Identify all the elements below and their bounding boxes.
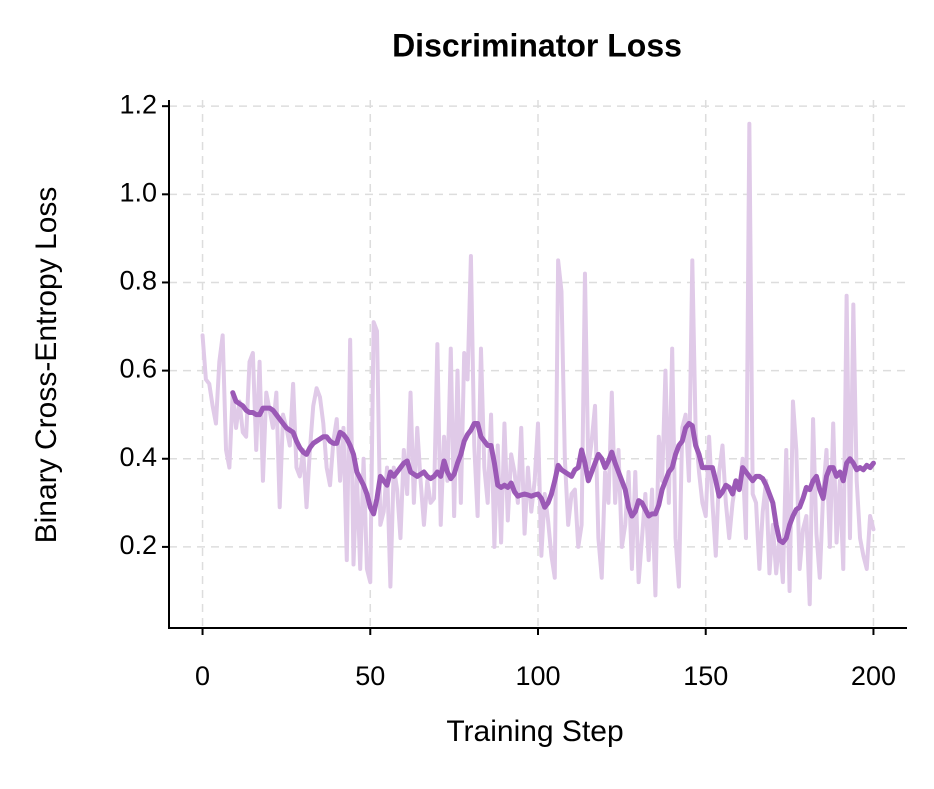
x-axis-label: Training Step <box>446 715 623 748</box>
x-tick-label: 150 <box>683 661 728 691</box>
line-series <box>200 121 876 607</box>
y-tick-label: 1.0 <box>119 177 157 207</box>
y-axis-label: Binary Cross-Entropy Loss <box>30 187 63 544</box>
y-tick-label: 0.6 <box>119 354 157 384</box>
x-tick-label: 100 <box>515 661 560 691</box>
y-tick-label: 0.4 <box>119 442 157 472</box>
chart-title: Discriminator Loss <box>392 27 682 63</box>
plot-area <box>200 121 876 607</box>
y-tick-label: 0.8 <box>119 266 157 296</box>
grid <box>169 100 907 628</box>
x-tick-label: 50 <box>355 661 385 691</box>
x-tick-label: 0 <box>195 661 210 691</box>
axes: 0.2 0.4 0.6 0.8 1.0 1.2 0 50 100 150 200 <box>119 89 907 691</box>
y-tick-label: 1.2 <box>119 89 157 119</box>
y-tick-label: 0.2 <box>119 530 157 560</box>
line-series <box>230 390 876 545</box>
x-tick-label: 200 <box>851 661 896 691</box>
